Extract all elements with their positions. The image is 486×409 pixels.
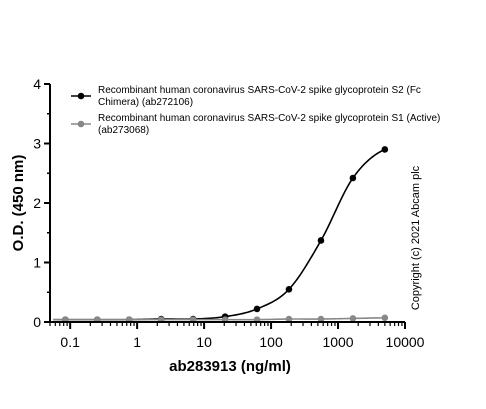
legend: Recombinant human coronavirus SARS-CoV-2… <box>71 85 440 136</box>
y-tick-label: 4 <box>33 76 41 92</box>
data-point-series-1 <box>285 285 293 293</box>
y-tick-label: 2 <box>33 195 41 211</box>
fit-curves <box>53 148 386 321</box>
data-point-series-1 <box>317 237 325 244</box>
data-points <box>62 146 389 323</box>
legend-label-series-2: (ab273068) <box>98 125 149 136</box>
data-point-series-1 <box>381 146 389 153</box>
copyright-watermark: Copyright (c) 2021 Abcam plc <box>410 165 422 310</box>
y-tick-label: 3 <box>33 136 41 152</box>
data-point-series-2 <box>285 315 293 323</box>
ticks: 0 1 2 3 4 0.1 1 10 100 1000 10000 <box>33 76 424 350</box>
x-tick-label: 100 <box>259 334 283 350</box>
data-point-series-2 <box>349 315 357 322</box>
data-point-series-1 <box>253 305 261 313</box>
y-axis-title: O.D. (450 nm) <box>10 155 27 252</box>
data-point-series-2 <box>317 315 325 323</box>
legend-label-series-2: Recombinant human coronavirus SARS-CoV-2… <box>98 113 440 124</box>
legend-label-series-1: Recombinant human coronavirus SARS-CoV-2… <box>98 85 421 96</box>
legend-marker-series-1 <box>77 92 85 100</box>
x-tick-label: 0.1 <box>60 334 80 350</box>
x-tick-label: 10000 <box>386 334 425 350</box>
fit-curve-series-1 <box>53 148 386 321</box>
legend-marker-series-2 <box>77 120 85 128</box>
fit-curve-series-2 <box>53 317 385 321</box>
x-tick-label: 1000 <box>322 334 353 350</box>
x-tick-label: 10 <box>196 334 212 350</box>
data-point-series-2 <box>381 314 389 322</box>
legend-label-series-1: Chimera) (ab272106) <box>98 97 193 108</box>
y-tick-label: 0 <box>33 314 41 330</box>
y-tick-label: 1 <box>33 255 41 271</box>
x-axis-title: ab283913 (ng/ml) <box>169 358 291 375</box>
data-point-series-1 <box>349 174 357 182</box>
x-tick-label: 1 <box>133 334 141 350</box>
